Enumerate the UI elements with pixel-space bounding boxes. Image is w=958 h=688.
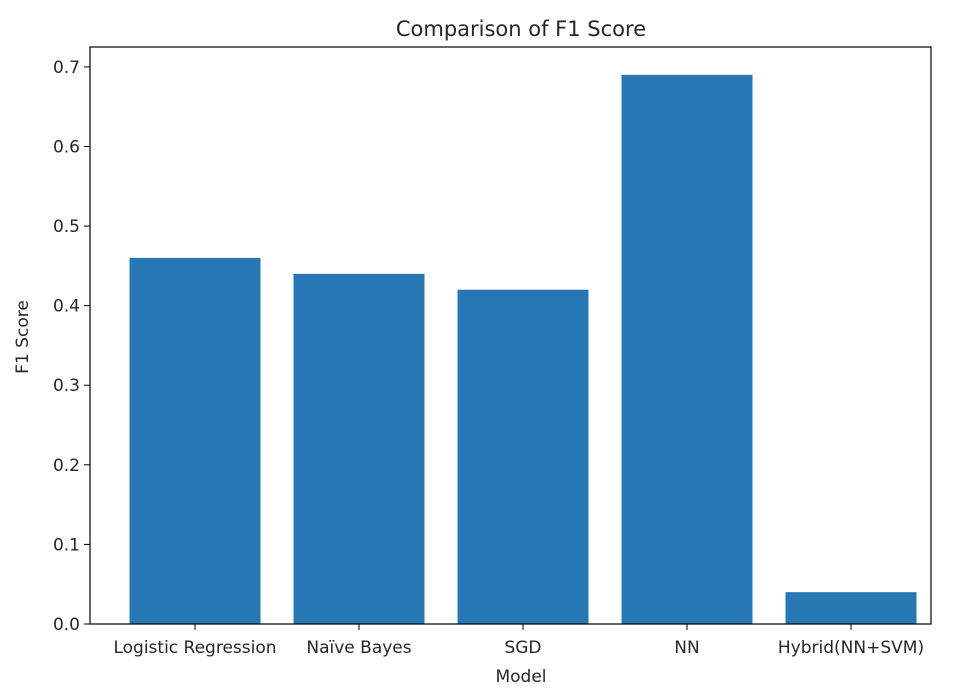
bar-0 bbox=[129, 257, 261, 624]
y-tick-label-7: 0.7 bbox=[53, 58, 80, 78]
y-tick-label-1: 0.1 bbox=[53, 535, 80, 555]
y-tick-label-3: 0.3 bbox=[53, 376, 80, 396]
x-tick-label-0: Logistic Regression bbox=[113, 638, 276, 658]
chart-title: Comparison of F1 Score bbox=[396, 17, 646, 41]
y-tick-label-4: 0.4 bbox=[53, 297, 80, 317]
x-tick-label-4: Hybrid(NN+SVM) bbox=[778, 638, 924, 658]
bar-2 bbox=[457, 289, 589, 624]
bar-1 bbox=[293, 273, 425, 624]
x-axis-label: Model bbox=[495, 667, 546, 687]
bar-4 bbox=[785, 592, 917, 624]
x-axis-ticks: Logistic Regression Naïve Bayes SGD NN Hybri… bbox=[113, 624, 924, 658]
bar-3 bbox=[621, 74, 753, 625]
y-tick-label-5: 0.5 bbox=[53, 217, 80, 237]
bars-group bbox=[129, 74, 917, 625]
x-tick-label-1: Naïve Bayes bbox=[306, 638, 411, 658]
y-axis-ticks: 0.0 0.1 0.2 0.3 0.4 0.5 0.6 0.7 bbox=[53, 58, 90, 635]
x-tick-label-3: NN bbox=[674, 638, 699, 658]
x-tick-label-2: SGD bbox=[504, 638, 541, 658]
y-axis-label: F1 Score bbox=[13, 300, 33, 374]
plot-frame bbox=[89, 46, 932, 625]
y-tick-label-0: 0.0 bbox=[53, 615, 80, 635]
y-tick-label-6: 0.6 bbox=[53, 137, 80, 157]
y-tick-label-2: 0.2 bbox=[53, 456, 80, 476]
